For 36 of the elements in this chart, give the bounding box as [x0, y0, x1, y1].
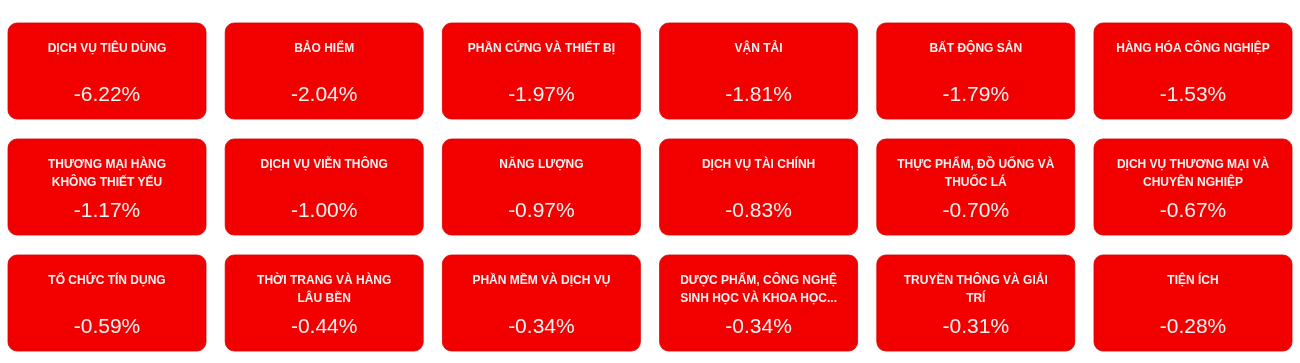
category-label: BẤT ĐỘNG SẢN: [929, 40, 1023, 55]
category-label: DƯỢC PHẨM, CÔNG NGHỆ SINH HỌC VÀ KHOA HỌC...: [680, 272, 838, 305]
data-label: -0.67%: [1159, 197, 1227, 221]
category-label: PHẦN CỨNG VÀ THIẾT BỊ: [467, 40, 616, 55]
category-label: HÀNG HÓA CÔNG NGHIỆP: [1116, 40, 1270, 55]
data-label: -1.97%: [508, 81, 575, 105]
category-label: TỔ CHỨC TÍN DỤNG: [48, 272, 166, 287]
data-label: -0.97%: [508, 197, 575, 221]
data-label: -0.28%: [1159, 313, 1227, 337]
data-label: -1.17%: [73, 197, 141, 221]
category-label: DỊCH VỤ VIỄN THÔNG: [260, 156, 388, 171]
category-label: THỰC PHẨM, ĐỒ UỐNG VÀ THUỐC LÁ: [897, 156, 1055, 189]
data-label: -1.81%: [725, 81, 792, 105]
category-label: NĂNG LƯỢNG: [499, 156, 584, 171]
category-label: DỊCH VỤ TIÊU DÙNG: [47, 40, 167, 55]
data-label: -0.44%: [290, 313, 358, 337]
data-label: -0.59%: [73, 313, 141, 337]
category-label: TRUYỀN THÔNG VÀ GIẢI TRÍ: [903, 272, 1048, 305]
data-label: -1.53%: [1159, 81, 1227, 105]
category-label: THỜI TRANG VÀ HÀNG LÂU BỀN: [257, 272, 392, 305]
data-label: -6.22%: [73, 81, 141, 105]
category-label: VẬN TẢI: [734, 40, 783, 55]
data-label: -0.34%: [508, 313, 575, 337]
category-label: DỊCH VỤ THƯƠNG MẠI VÀ CHUYÊN NGHIỆP: [1116, 156, 1270, 189]
data-label: -0.31%: [942, 313, 1010, 337]
data-label: -0.34%: [725, 313, 792, 337]
category-label: TIỆN ÍCH: [1167, 272, 1219, 287]
category-label: BẢO HIỂM: [294, 40, 355, 55]
data-label: -0.70%: [942, 197, 1010, 221]
data-label: -1.79%: [942, 81, 1010, 105]
category-label: DỊCH VỤ TÀI CHÍNH: [701, 156, 816, 171]
data-label: -2.04%: [290, 81, 358, 105]
data-label: -0.83%: [725, 197, 792, 221]
category-label: THƯƠNG MẠI HÀNG KHÔNG THIẾT YẾU: [47, 156, 167, 189]
data-label: -1.00%: [290, 197, 358, 221]
category-label: PHẦN MỀM VÀ DỊCH VỤ: [472, 272, 611, 287]
